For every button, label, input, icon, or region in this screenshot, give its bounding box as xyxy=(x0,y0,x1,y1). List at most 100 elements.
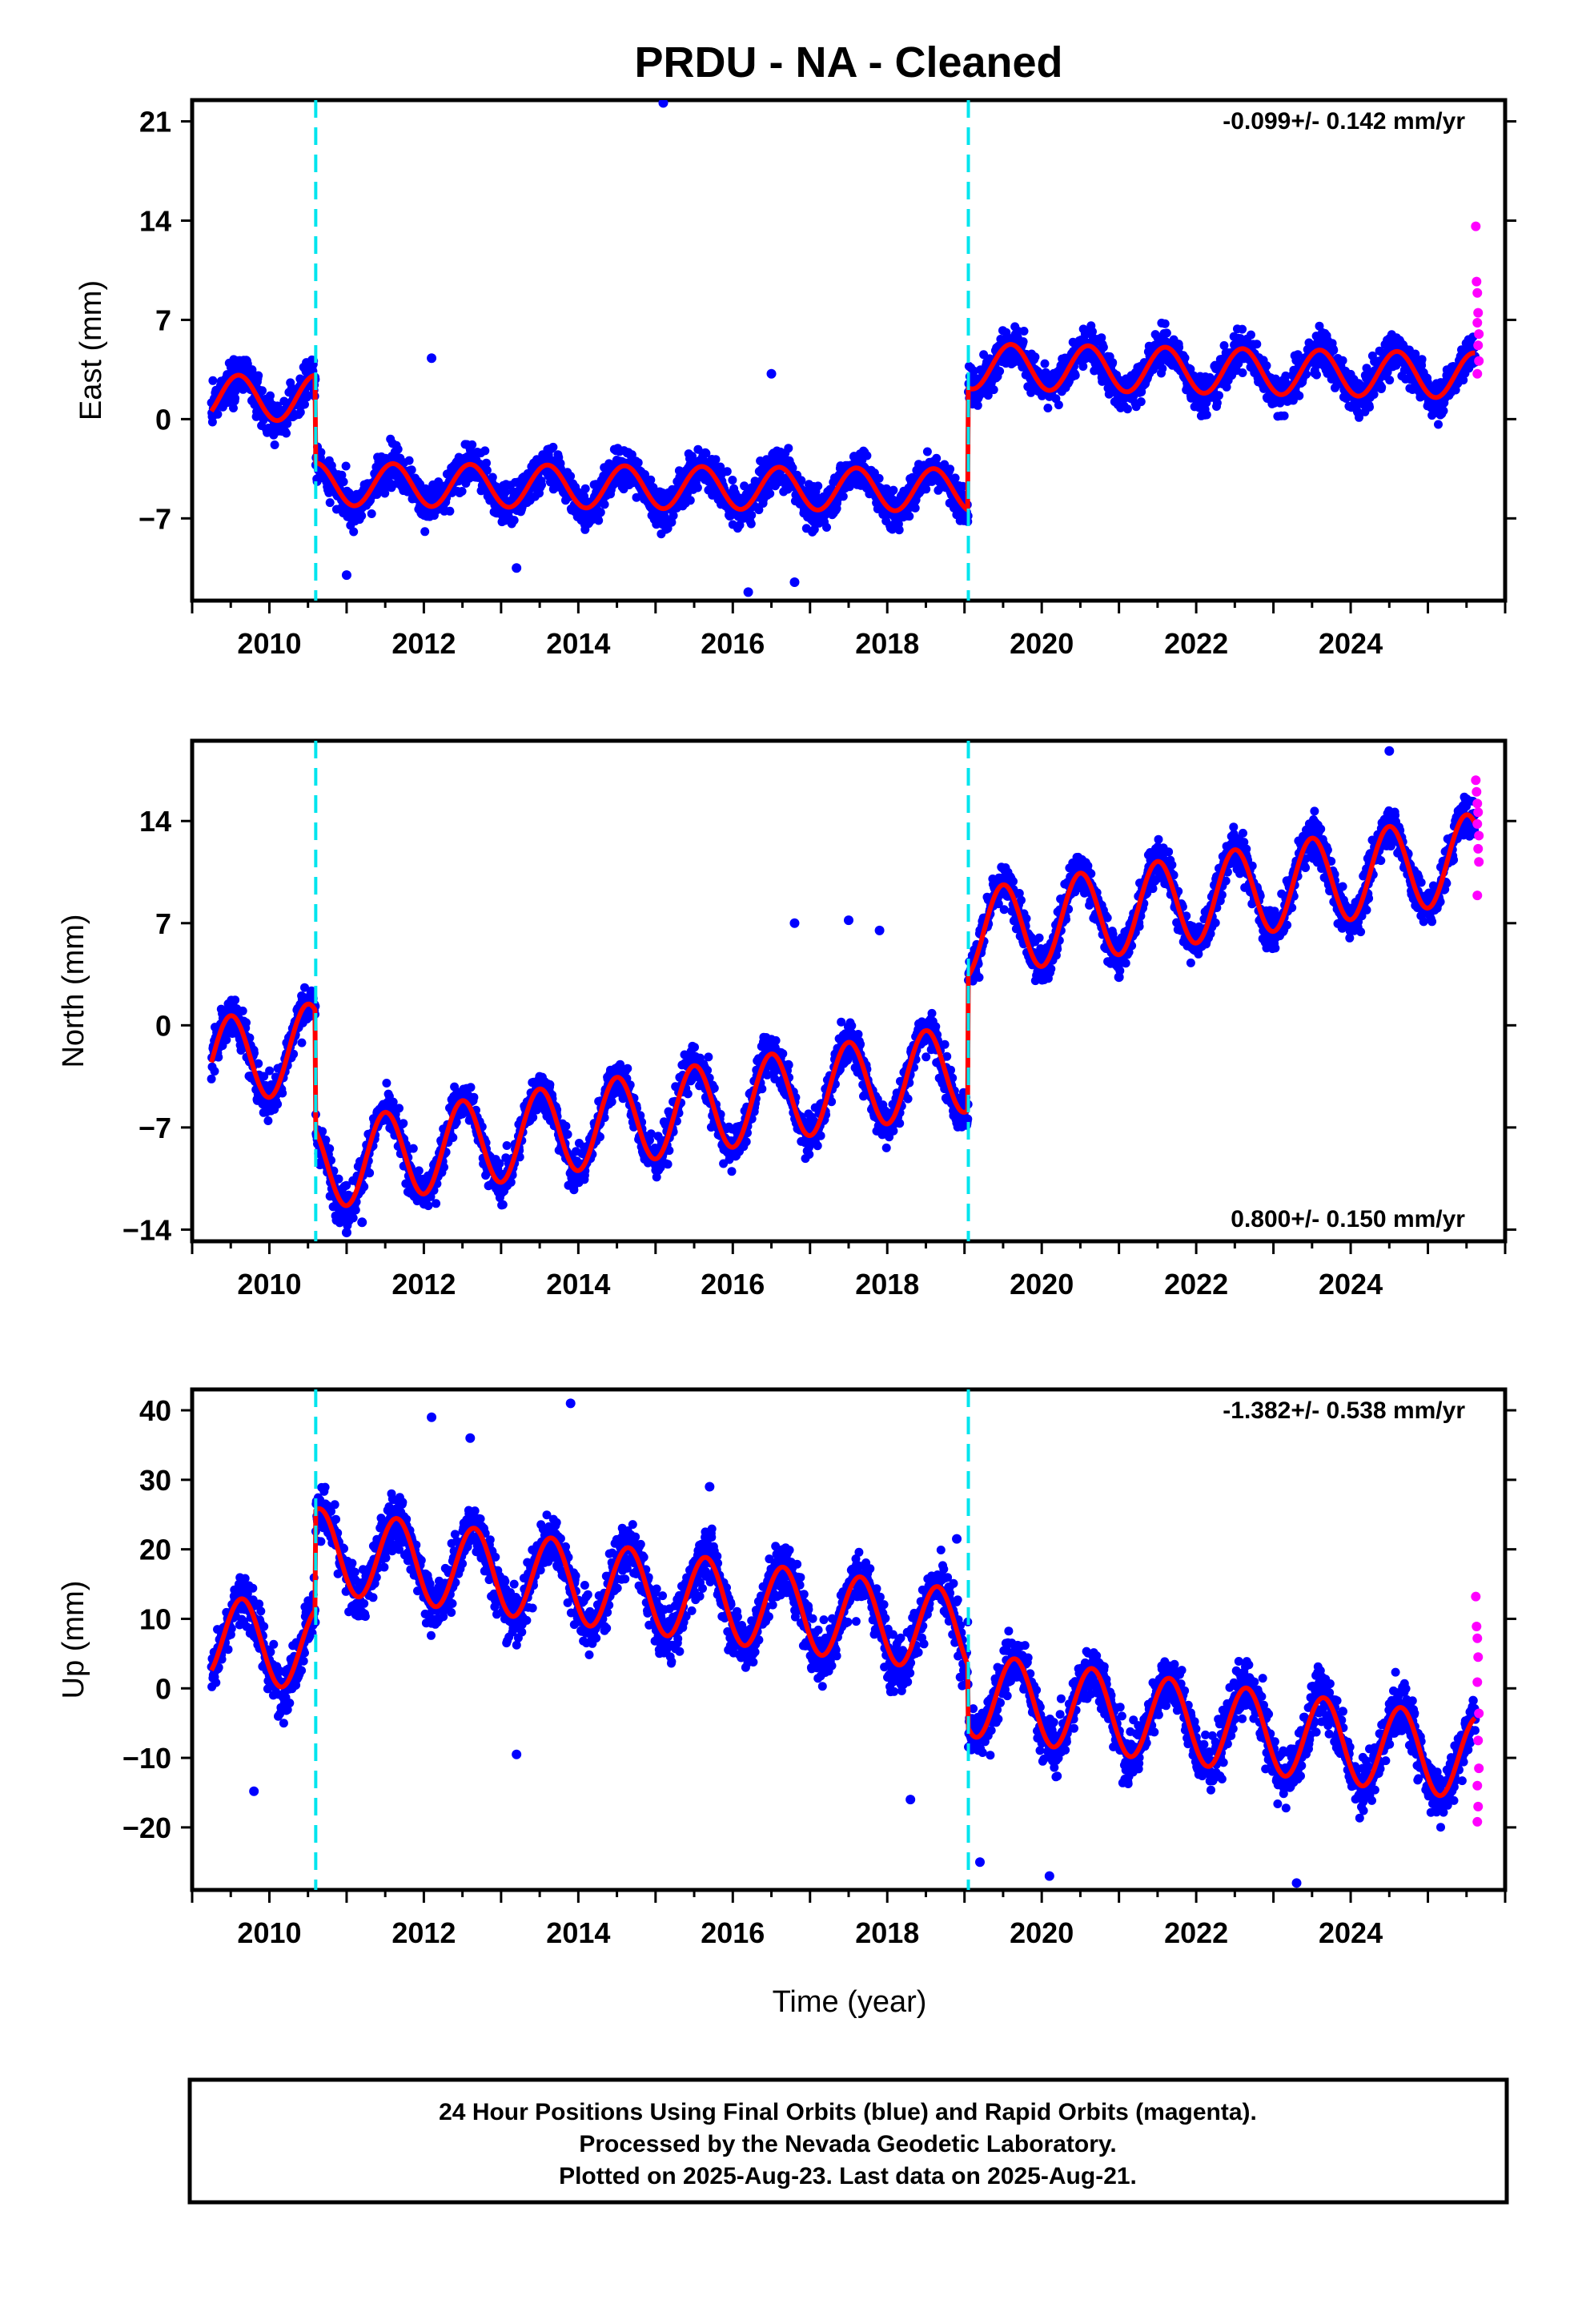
north-data-point xyxy=(432,1199,441,1208)
north-data-point xyxy=(207,1074,216,1084)
east-data-point xyxy=(921,485,931,494)
east-data-point xyxy=(1238,324,1247,334)
north-data-point xyxy=(273,1100,283,1109)
east-data-point xyxy=(316,448,326,457)
east-data-point xyxy=(711,455,721,464)
east-data-point xyxy=(1459,376,1468,385)
north-plot-frame xyxy=(190,738,1508,1244)
north-data-point xyxy=(351,1205,360,1215)
east-data-point xyxy=(339,477,348,487)
north-data-point xyxy=(359,1182,369,1192)
east-data-point xyxy=(765,489,775,498)
east-rapid-point xyxy=(1474,356,1484,366)
east-x-tick-label: 2024 xyxy=(1319,627,1383,660)
east-y-tick-label: −7 xyxy=(139,502,171,535)
east-data-point xyxy=(1019,327,1029,336)
east-data-point xyxy=(213,409,223,419)
east-rapid-point xyxy=(1473,340,1484,351)
north-data-point xyxy=(321,1136,331,1144)
north-data-point xyxy=(348,1213,358,1223)
east-data-point xyxy=(283,419,292,428)
north-data-point xyxy=(561,1121,571,1131)
east-data-point xyxy=(231,393,240,403)
east-data-point xyxy=(1288,396,1298,405)
east-data-point xyxy=(300,400,309,409)
north-y-tick-label: 7 xyxy=(155,907,171,940)
east-data-point xyxy=(1279,411,1289,420)
north-data-point xyxy=(334,1174,343,1184)
east-data-point xyxy=(1312,370,1321,380)
east-data-point xyxy=(950,473,960,483)
east-data-point xyxy=(596,508,605,517)
east-data-point xyxy=(357,511,367,521)
east-data-point xyxy=(646,475,656,485)
east-data-point xyxy=(1122,404,1132,414)
north-data-point xyxy=(335,1218,344,1228)
east-data-point xyxy=(905,512,914,521)
north-data-point xyxy=(300,983,309,992)
east-data-point xyxy=(910,503,920,513)
east-data-point xyxy=(1070,371,1080,380)
north-data-point xyxy=(607,1097,616,1107)
east-data-point xyxy=(509,516,519,525)
north-data-point xyxy=(448,1133,458,1142)
north-data-point xyxy=(440,1163,448,1172)
east-data-point xyxy=(1302,370,1311,379)
east-data-point xyxy=(270,440,279,449)
north-data-point xyxy=(210,1067,219,1076)
east-data-point xyxy=(862,451,872,460)
east-rapid-point xyxy=(1472,368,1483,379)
north-x-tick-label: 2022 xyxy=(1164,1268,1228,1301)
east-data-point xyxy=(1030,352,1040,362)
east-data-point xyxy=(1018,337,1028,347)
east-data-point xyxy=(1219,341,1229,350)
east-data-point xyxy=(303,391,312,400)
north-x-tick-label: 2020 xyxy=(1010,1268,1074,1301)
north-data-point xyxy=(254,1059,263,1068)
north-data-point xyxy=(388,1097,398,1107)
east-y-axis-label: East (mm) xyxy=(74,280,108,420)
east-data-point xyxy=(973,400,982,410)
east-y-tick-label: 21 xyxy=(139,106,171,139)
east-data-point xyxy=(1262,361,1271,371)
east-outlier-point xyxy=(427,353,437,364)
east-data-point xyxy=(685,496,695,505)
east-x-tick-label: 2016 xyxy=(701,627,765,660)
east-data-point xyxy=(325,498,335,508)
north-data-point xyxy=(222,1035,231,1044)
north-data-point xyxy=(466,1083,476,1092)
east-data-point xyxy=(1136,397,1146,407)
north-y-tick-label: 0 xyxy=(155,1009,171,1042)
north-data-point xyxy=(596,1132,604,1142)
east-data-point xyxy=(407,465,416,475)
east-data-point xyxy=(594,516,604,525)
east-data-point xyxy=(1385,376,1395,385)
east-data-point xyxy=(282,428,291,438)
east-data-point xyxy=(874,473,884,483)
east-rapid-point xyxy=(1472,276,1482,287)
east-data-point xyxy=(894,525,904,535)
north-x-tick-label: 2010 xyxy=(237,1268,301,1301)
east-data-point xyxy=(1097,333,1106,343)
east-data-point xyxy=(207,417,217,427)
east-data-point xyxy=(1391,360,1401,370)
east-data-point xyxy=(500,487,510,497)
east-outlier-point xyxy=(658,100,669,108)
east-x-tick-label: 2012 xyxy=(391,627,456,660)
east-data-point xyxy=(1338,356,1347,365)
east-data-point xyxy=(208,376,218,385)
east-data-point xyxy=(1411,349,1420,359)
east-data-point xyxy=(548,442,558,452)
north-x-tick-label: 2012 xyxy=(391,1268,456,1301)
east-data-point xyxy=(254,371,263,380)
east-data-point xyxy=(1365,402,1374,412)
east-x-tick-label: 2020 xyxy=(1010,627,1074,660)
east-data-point xyxy=(420,527,430,537)
north-data-point xyxy=(545,1080,555,1089)
east-data-point xyxy=(445,506,455,516)
east-data-point xyxy=(488,472,497,482)
north-data-point xyxy=(452,1117,461,1127)
east-rapid-point xyxy=(1473,308,1484,318)
north-data-point xyxy=(263,1116,273,1125)
